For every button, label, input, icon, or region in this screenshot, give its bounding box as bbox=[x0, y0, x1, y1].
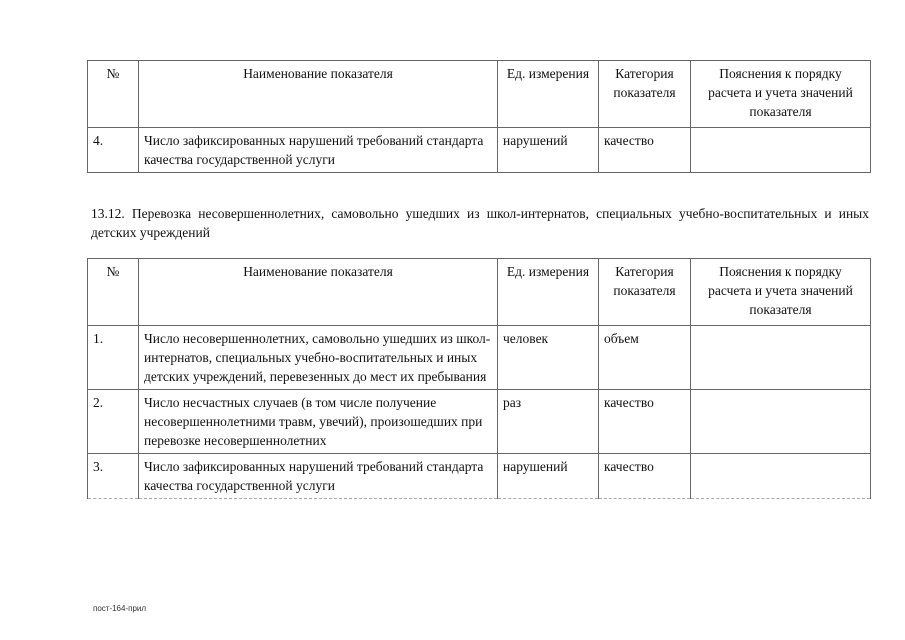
table-row: 1. Число несовершеннолетних, самовольно … bbox=[87, 325, 871, 390]
row-notes bbox=[690, 127, 871, 173]
row-unit: нарушений bbox=[497, 453, 599, 499]
row-name: Число зафиксированных нарушений требован… bbox=[138, 453, 498, 499]
row-category: качество bbox=[598, 389, 691, 454]
row-category: качество bbox=[598, 453, 691, 499]
row-unit: раз bbox=[497, 389, 599, 454]
table-header-row: № Наименование показателя Ед. измерения … bbox=[87, 60, 871, 128]
header-number: № bbox=[87, 258, 139, 326]
header-category: Категория показателя bbox=[598, 258, 691, 326]
table-row: 4. Число зафиксированных нарушений требо… bbox=[87, 127, 871, 173]
row-number: 4. bbox=[87, 127, 139, 173]
header-name: Наименование показателя bbox=[138, 60, 498, 128]
footer-file-label: пост-164-прил bbox=[93, 604, 147, 613]
row-unit: нарушений bbox=[497, 127, 599, 173]
header-unit: Ед. измерения bbox=[497, 258, 599, 326]
row-number: 2. bbox=[87, 389, 139, 454]
table-row: 3. Число зафиксированных нарушений требо… bbox=[87, 453, 871, 499]
section-heading: 13.12. Перевозка несовершеннолетних, сам… bbox=[91, 206, 869, 240]
row-notes bbox=[690, 453, 871, 499]
header-number: № bbox=[87, 60, 139, 128]
row-category: качество bbox=[598, 127, 691, 173]
table-header-row: № Наименование показателя Ед. измерения … bbox=[87, 258, 871, 326]
table-row: 2. Число несчастных случаев (в том числе… bbox=[87, 389, 871, 454]
row-number: 3. bbox=[87, 453, 139, 499]
row-number: 1. bbox=[87, 325, 139, 390]
row-unit: человек bbox=[497, 325, 599, 390]
row-name: Число несчастных случаев (в том числе по… bbox=[138, 389, 498, 454]
row-category: объем bbox=[598, 325, 691, 390]
row-notes bbox=[690, 325, 871, 390]
header-notes: Пояснения к порядку расчета и учета знач… bbox=[690, 60, 871, 128]
header-unit: Ед. измерения bbox=[497, 60, 599, 128]
header-notes: Пояснения к порядку расчета и учета знач… bbox=[690, 258, 871, 326]
row-name: Число несовершеннолетних, самовольно уше… bbox=[138, 325, 498, 390]
row-notes bbox=[690, 389, 871, 454]
header-category: Категория показателя bbox=[598, 60, 691, 128]
header-name: Наименование показателя bbox=[138, 258, 498, 326]
indicators-table-1: № Наименование показателя Ед. измерения … bbox=[87, 60, 871, 173]
indicators-table-2: № Наименование показателя Ед. измерения … bbox=[87, 258, 871, 499]
row-name: Число зафиксированных нарушений требован… bbox=[138, 127, 498, 173]
